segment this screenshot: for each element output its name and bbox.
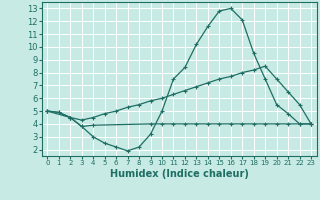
X-axis label: Humidex (Indice chaleur): Humidex (Indice chaleur) (110, 169, 249, 179)
